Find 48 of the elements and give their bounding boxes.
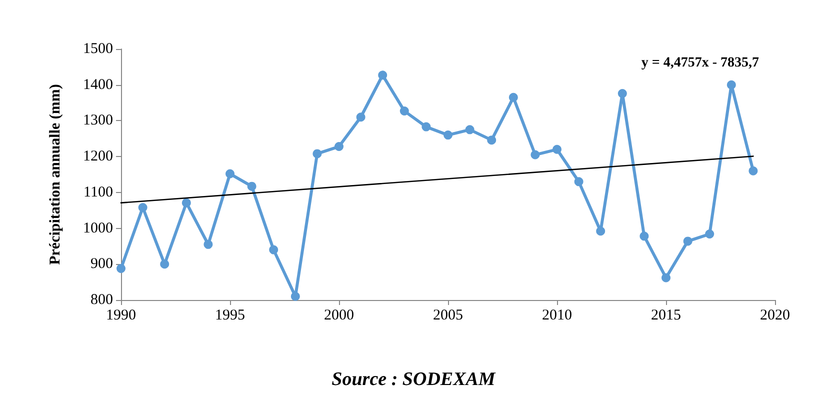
y-tick-label: 1400: [83, 76, 113, 93]
point: [116, 264, 126, 273]
point: [683, 236, 692, 246]
point: [552, 144, 562, 154]
point: [726, 80, 736, 90]
y-tick-label: 1200: [83, 148, 113, 165]
point: [574, 177, 584, 186]
y-tick-label: 1300: [83, 112, 113, 129]
point: [444, 130, 452, 140]
point: [705, 230, 714, 239]
point: [226, 169, 234, 178]
point: [378, 70, 388, 80]
point: [160, 260, 170, 269]
point: [400, 106, 409, 116]
point: [182, 198, 191, 208]
point: [487, 136, 496, 145]
y-tick-label: 800: [90, 292, 113, 308]
y-tick-label: 1500: [83, 41, 113, 57]
x-tick-label: 2020: [760, 308, 790, 324]
y-axis-title: Précipitation annualle (mm): [48, 84, 64, 265]
x-tick-label: 2010: [542, 308, 572, 324]
point: [618, 88, 627, 98]
point: [748, 166, 758, 176]
point: [204, 240, 213, 249]
source-note: Source : SODEXAM: [332, 369, 496, 390]
x-tick-label: 2005: [433, 308, 463, 324]
annotation: y = 4,4757x - 7835,7: [641, 56, 759, 70]
point: [596, 226, 606, 236]
point: [422, 122, 431, 132]
point: [508, 92, 518, 102]
point: [290, 292, 300, 301]
point: [530, 150, 540, 160]
point: [138, 202, 148, 212]
point: [312, 149, 322, 158]
point: [662, 273, 670, 282]
point: [640, 232, 649, 241]
point: [247, 182, 256, 191]
x-tick-label: 1995: [215, 308, 245, 324]
x-tick-label: 1990: [106, 308, 136, 324]
y-tick-label: 900: [90, 256, 113, 272]
x-tick-label: 2000: [324, 308, 354, 324]
x-tick-label: 2015: [651, 308, 681, 324]
point: [465, 125, 474, 134]
y-tick-label: 1000: [83, 220, 113, 236]
point: [356, 112, 366, 122]
point: [334, 142, 344, 152]
point: [269, 245, 278, 254]
y-tick-label: 1100: [84, 184, 113, 200]
